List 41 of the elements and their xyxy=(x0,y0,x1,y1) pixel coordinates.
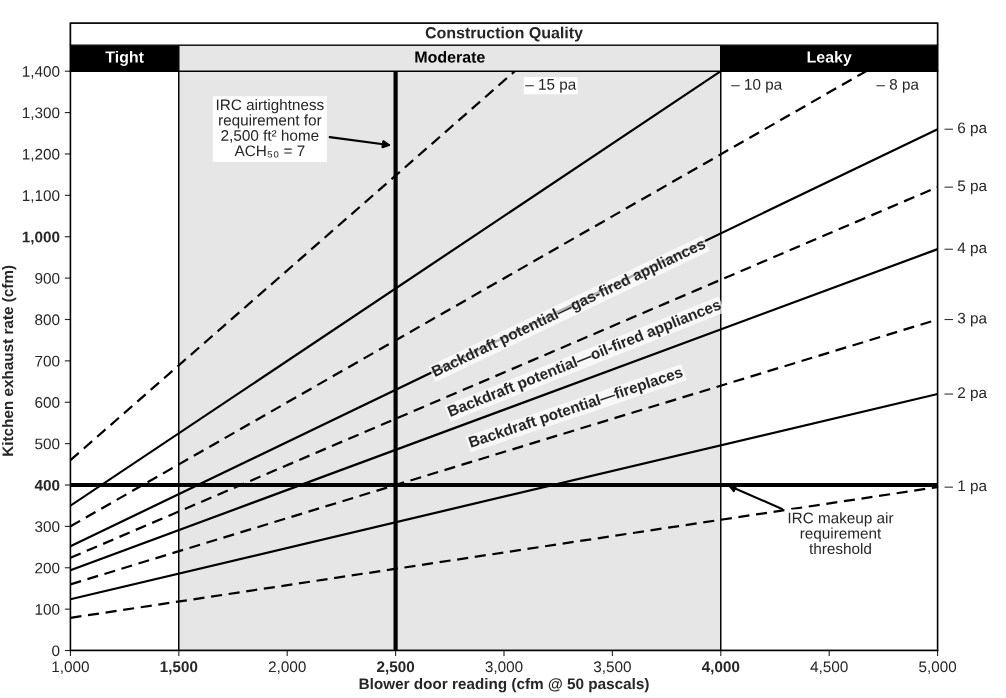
band-label: Tight xyxy=(105,50,144,66)
band-label: Leaky xyxy=(807,51,852,66)
series-label: – 8 pa xyxy=(876,78,919,93)
x-tick-label: 5,000 xyxy=(919,661,957,674)
series-label: – 2 pa xyxy=(944,387,987,402)
y-tick-label: 0 xyxy=(52,645,60,657)
series-label: – 1 pa xyxy=(944,480,987,495)
y-tick-label: 1,300 xyxy=(22,107,60,121)
x-tick-label: 1,500 xyxy=(160,661,198,675)
y-tick-label: 1,000 xyxy=(22,231,60,245)
y-tick-label: 700 xyxy=(35,355,60,367)
y-tick-label: 1,200 xyxy=(22,148,60,162)
y-tick-label: 400 xyxy=(34,479,60,491)
y-axis-title: Kitchen exhaust rate (cfm) xyxy=(1,265,17,456)
y-tick-label: 100 xyxy=(35,604,60,615)
series-label: – 10 pa xyxy=(731,78,783,93)
y-tick-label: 200 xyxy=(35,562,60,574)
x-tick-label: 4,000 xyxy=(701,661,740,675)
y-tick-label: 500 xyxy=(35,438,60,450)
x-tick-label: 4,500 xyxy=(810,661,848,674)
series-label: – 15 pa xyxy=(525,79,577,93)
series-label: – 3 pa xyxy=(944,312,987,327)
annotation: IRC makeup air requirement threshold xyxy=(788,512,894,555)
x-tick-label: 2,500 xyxy=(377,661,415,675)
chart-title: Construction Quality xyxy=(425,26,583,42)
x-axis-title: Blower door reading (cfm @ 50 pascals) xyxy=(359,677,649,693)
y-tick-label: 800 xyxy=(35,314,60,326)
x-tick-label: 3,000 xyxy=(485,661,523,674)
series-label: – 5 pa xyxy=(944,180,987,195)
y-tick-label: 900 xyxy=(35,272,60,284)
annotation: IRC airtightness requirement for 2,500 ft² home ACH₅₀ = 7 xyxy=(216,98,324,158)
x-tick-label: 1,000 xyxy=(52,661,89,674)
y-tick-label: 600 xyxy=(35,397,60,408)
y-tick-label: 1,100 xyxy=(22,190,60,203)
series-label: – 6 pa xyxy=(944,122,987,137)
x-tick-label: 3,500 xyxy=(593,661,631,674)
y-tick-label: 300 xyxy=(35,521,60,533)
series-label: – 4 pa xyxy=(944,242,987,257)
band-label: Moderate xyxy=(415,51,485,63)
x-tick-label: 2,000 xyxy=(268,661,306,674)
y-tick-label: 1,400 xyxy=(22,66,60,79)
